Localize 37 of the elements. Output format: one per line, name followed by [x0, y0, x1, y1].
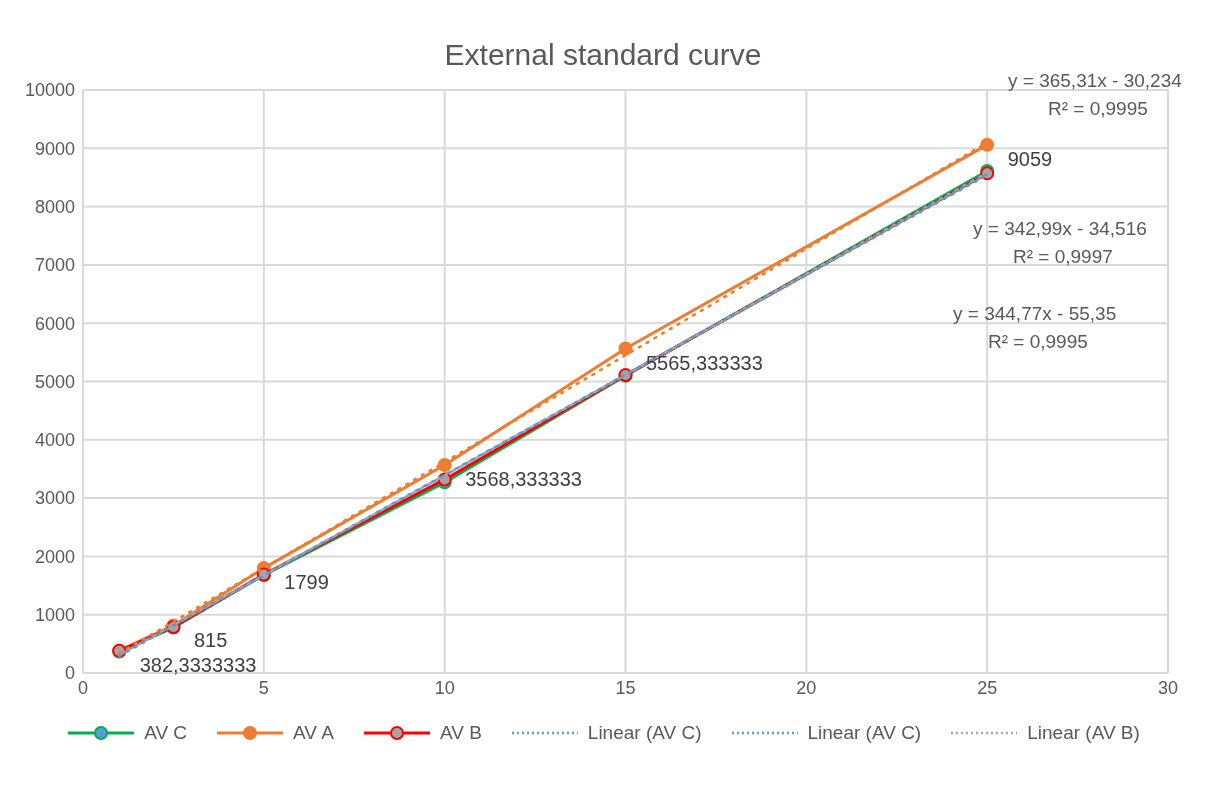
legend-label: AV B — [439, 722, 482, 744]
annotation: y = 342,99x - 34,516 — [973, 218, 1147, 240]
data-label: 5565,333333 — [646, 351, 763, 374]
x-tick-label: 10 — [434, 677, 455, 698]
annotation: R² = 0,9995 — [1048, 98, 1148, 120]
data-label: 815 — [193, 628, 228, 651]
legend-label: AV A — [293, 722, 334, 744]
annotation: y = 344,77x - 55,35 — [953, 303, 1117, 325]
data-label: 1799 — [284, 571, 329, 594]
chart-title: External standard curve — [444, 38, 762, 71]
y-tick-label: 3000 — [34, 488, 75, 509]
y-tick-label: 8000 — [34, 196, 75, 217]
y-tick-label: 7000 — [34, 255, 75, 276]
y-tick-label: 9000 — [34, 138, 75, 159]
legend-label: Linear (AV B) — [1027, 722, 1140, 744]
x-tick-label: 30 — [1157, 677, 1179, 698]
y-tick-label: 1000 — [34, 605, 75, 626]
legend-label: Linear (AV C) — [587, 722, 702, 744]
legend-label: AV C — [144, 722, 188, 744]
y-tick-label: 6000 — [34, 313, 75, 334]
y-tick-label: 5000 — [34, 371, 75, 392]
legend-label: Linear (AV C) — [807, 722, 922, 744]
x-tick-label: 15 — [615, 677, 636, 698]
x-tick-label: 20 — [796, 677, 817, 698]
y-tick-label: 4000 — [34, 430, 75, 451]
data-label: 9059 — [1007, 147, 1053, 170]
annotation: R² = 0,9995 — [988, 331, 1088, 353]
y-tick-label: 2000 — [34, 546, 75, 567]
annotation: y = 365,31x - 30,234 — [1008, 70, 1182, 92]
data-label: 3568,333333 — [465, 468, 582, 491]
x-tick-label: 25 — [977, 677, 998, 698]
data-label: 382,3333333 — [139, 653, 257, 676]
y-tick-label: 10000 — [24, 80, 75, 101]
x-tick-label: 0 — [77, 677, 89, 698]
y-tick-label: 0 — [64, 663, 75, 684]
x-tick-label: 5 — [258, 677, 269, 698]
annotation: R² = 0,9997 — [1013, 246, 1113, 268]
